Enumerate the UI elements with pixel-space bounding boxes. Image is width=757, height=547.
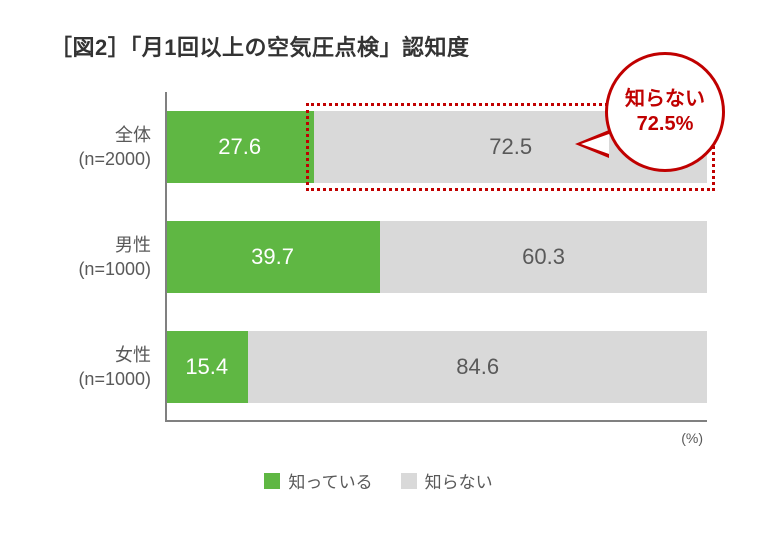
bar-1-segment-know: 39.7: [165, 221, 380, 293]
y-label-row-0: 全体 (n=2000): [50, 92, 165, 202]
bar-row-1: 39.7 60.3: [165, 202, 707, 312]
callout-tail-icon: [575, 130, 609, 158]
x-axis-line: [165, 420, 707, 422]
bar-2: 15.4 84.6: [165, 331, 707, 403]
bar-2-segment-notknow: 84.6: [248, 331, 707, 403]
bar-0-segment-know: 27.6: [165, 111, 314, 183]
y-label-row-2: 女性 (n=1000): [50, 312, 165, 422]
chart-footer: (%) 知っている 知らない: [50, 430, 707, 493]
callout-line1: 知らない: [625, 87, 705, 112]
legend-label-know: 知っている: [288, 468, 372, 493]
y-label-1-line1: 男性: [115, 233, 151, 257]
legend-item-know: 知っている: [264, 468, 372, 493]
y-label-2-line2: (n=1000): [78, 367, 151, 391]
y-label-1-line2: (n=1000): [78, 257, 151, 281]
bar-1: 39.7 60.3: [165, 221, 707, 293]
unit-label: (%): [50, 430, 707, 446]
y-label-0-line1: 全体: [115, 123, 151, 147]
y-axis-line: [165, 92, 167, 422]
legend-item-notknow: 知らない: [401, 468, 493, 493]
y-label-2-line1: 女性: [115, 343, 151, 367]
bar-1-segment-notknow: 60.3: [380, 221, 707, 293]
legend: 知っている 知らない: [50, 468, 707, 493]
legend-swatch-know: [264, 473, 280, 489]
bar-row-2: 15.4 84.6: [165, 312, 707, 422]
chart-title: ［図2］「月1回以上の空気圧点検」認知度: [50, 30, 707, 62]
chart-container: ［図2］「月1回以上の空気圧点検」認知度 全体 (n=2000) 男性 (n=1…: [0, 0, 757, 547]
y-axis-labels: 全体 (n=2000) 男性 (n=1000) 女性 (n=1000): [50, 92, 165, 422]
y-label-0-line2: (n=2000): [78, 147, 151, 171]
legend-label-notknow: 知らない: [425, 468, 493, 493]
legend-swatch-notknow: [401, 473, 417, 489]
bar-2-segment-know: 15.4: [165, 331, 248, 403]
callout-line2: 72.5%: [637, 112, 694, 137]
callout-bubble: 知らない 72.5%: [605, 52, 725, 172]
y-label-row-1: 男性 (n=1000): [50, 202, 165, 312]
